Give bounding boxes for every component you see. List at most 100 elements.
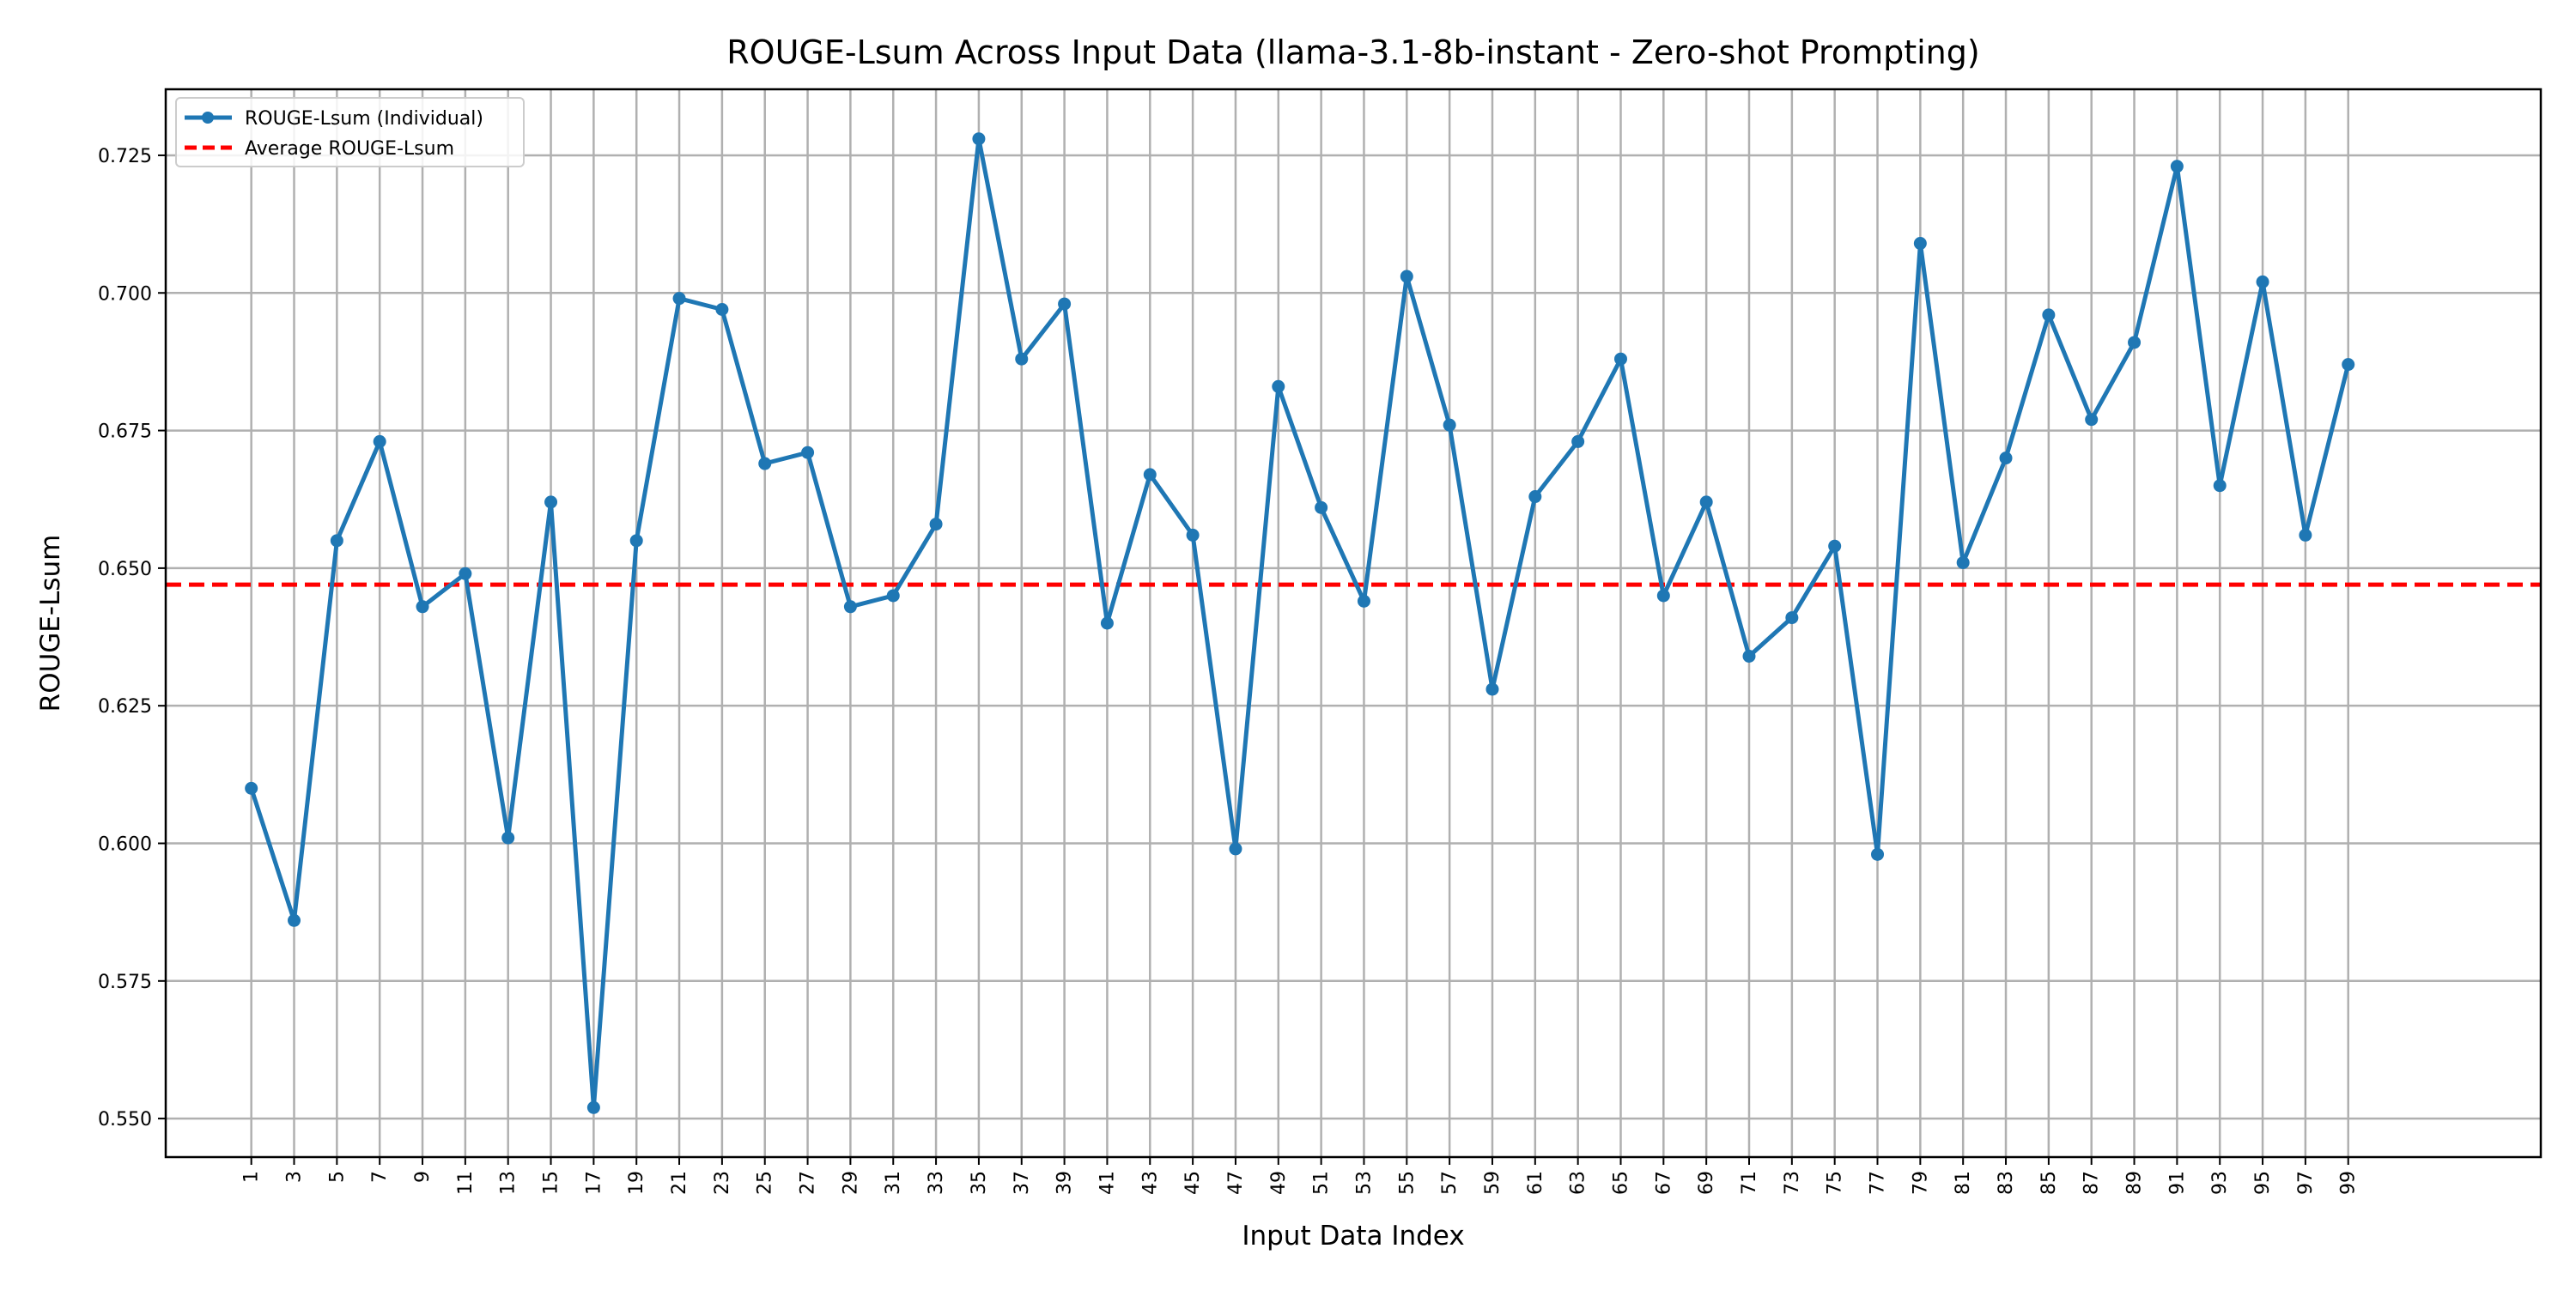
data-point (416, 600, 429, 614)
x-tick-label: 51 (1311, 1171, 1333, 1195)
data-point (1656, 589, 1670, 603)
x-tick-label: 49 (1268, 1171, 1290, 1195)
data-point (1100, 616, 1114, 630)
x-tick-label: 87 (2081, 1171, 2103, 1195)
x-tick-label: 15 (541, 1171, 562, 1195)
data-point (1357, 594, 1370, 608)
x-tick-label: 43 (1139, 1171, 1161, 1195)
x-tick-label: 41 (1097, 1171, 1118, 1195)
x-tick-label: 69 (1696, 1171, 1717, 1195)
data-point (1871, 847, 1885, 861)
data-point (1143, 468, 1157, 482)
data-point (1999, 452, 2013, 465)
data-point (1613, 352, 1627, 366)
data-point (758, 457, 772, 470)
grid-lines (166, 89, 2541, 1157)
x-tick-label: 3 (284, 1171, 306, 1183)
data-point (2128, 336, 2142, 349)
x-tick-label: 1 (241, 1171, 263, 1183)
x-tick-label: 11 (455, 1171, 477, 1195)
x-axis-ticks: 1 3 5 7 9 11 13 15 17 19 21 23 25 27 29 31 33 35 37 39 41 43 4… (241, 1157, 2360, 1195)
data-point (1699, 495, 1713, 509)
y-axis-label: ROUGE-Lsum (35, 535, 66, 712)
x-tick-label: 77 (1868, 1171, 1889, 1195)
data-point (2042, 308, 2056, 322)
data-point (1058, 297, 1072, 311)
x-tick-label: 45 (1182, 1171, 1204, 1195)
data-point (843, 600, 857, 614)
x-tick-label: 61 (1525, 1171, 1546, 1195)
x-tick-label: 29 (840, 1171, 861, 1195)
data-point (1443, 418, 1456, 432)
y-tick-label: 0.550 (98, 1109, 152, 1130)
x-tick-label: 83 (1996, 1171, 2017, 1195)
x-tick-label: 55 (1396, 1171, 1418, 1195)
data-point (1828, 539, 1842, 553)
legend-label-average: Average ROUGE-Lsum (245, 138, 454, 160)
legend-box (175, 97, 525, 167)
x-tick-label: 19 (626, 1171, 647, 1195)
x-tick-label: 95 (2252, 1171, 2274, 1195)
x-tick-label: 75 (1825, 1171, 1846, 1195)
data-point (2085, 413, 2099, 427)
y-tick-label: 0.575 (98, 972, 152, 993)
x-axis-label: Input Data Index (1242, 1221, 1464, 1252)
x-tick-label: 9 (412, 1171, 434, 1183)
x-tick-label: 65 (1610, 1171, 1631, 1195)
x-tick-label: 27 (798, 1171, 819, 1195)
x-tick-label: 35 (969, 1171, 990, 1195)
data-point (1571, 434, 1585, 448)
x-tick-label: 21 (669, 1171, 690, 1195)
y-axis-ticks: 0.550 0.575 0.600 0.625 0.650 0.675 0.700 0.725 (98, 146, 166, 1130)
x-tick-label: 25 (755, 1171, 776, 1195)
x-tick-label: 33 (926, 1171, 947, 1195)
series-line-individual (249, 136, 2351, 1110)
x-tick-label: 97 (2295, 1171, 2317, 1195)
data-point (586, 1100, 600, 1114)
x-tick-label: 71 (1739, 1171, 1760, 1195)
data-point (1272, 379, 1285, 393)
x-tick-label: 37 (1012, 1171, 1033, 1195)
data-point (544, 495, 558, 509)
data-point (2299, 528, 2312, 542)
x-tick-label: 63 (1568, 1171, 1589, 1195)
data-point (2342, 358, 2355, 372)
x-tick-label: 39 (1054, 1171, 1076, 1195)
data-point (330, 534, 343, 548)
x-tick-label: 79 (1910, 1171, 1931, 1195)
data-point (1400, 270, 1413, 283)
x-tick-label: 89 (2124, 1171, 2146, 1195)
data-point (1015, 352, 1029, 366)
data-point (373, 434, 386, 448)
data-point (1229, 842, 1242, 856)
y-tick-label: 0.675 (98, 421, 152, 443)
data-point (1956, 555, 1970, 569)
x-tick-label: 7 (369, 1171, 391, 1183)
data-point (1742, 649, 1756, 663)
x-tick-label: 73 (1782, 1171, 1803, 1195)
y-tick-label: 0.650 (98, 559, 152, 580)
chart-title: ROUGE-Lsum Across Input Data (llama-3.1-… (726, 33, 1979, 71)
data-point (501, 831, 515, 845)
legend-marker-individual (202, 112, 214, 124)
x-tick-label: 23 (712, 1171, 733, 1195)
series-layer (245, 132, 2355, 1114)
data-point (1315, 500, 1328, 514)
y-tick-label: 0.625 (98, 696, 152, 718)
data-point (715, 302, 729, 316)
data-point (1528, 490, 1542, 504)
x-tick-label: 53 (1353, 1171, 1375, 1195)
x-tick-label: 31 (883, 1171, 904, 1195)
y-tick-label: 0.600 (98, 833, 152, 855)
x-tick-label: 85 (2038, 1171, 2060, 1195)
x-tick-label: 13 (498, 1171, 519, 1195)
data-point (672, 292, 686, 306)
y-tick-label: 0.700 (98, 283, 152, 305)
x-tick-label: 93 (2209, 1171, 2231, 1195)
data-point (886, 589, 900, 603)
data-point (1485, 682, 1499, 696)
data-point (459, 567, 472, 580)
x-tick-label: 59 (1482, 1171, 1504, 1195)
data-point (1913, 237, 1927, 251)
